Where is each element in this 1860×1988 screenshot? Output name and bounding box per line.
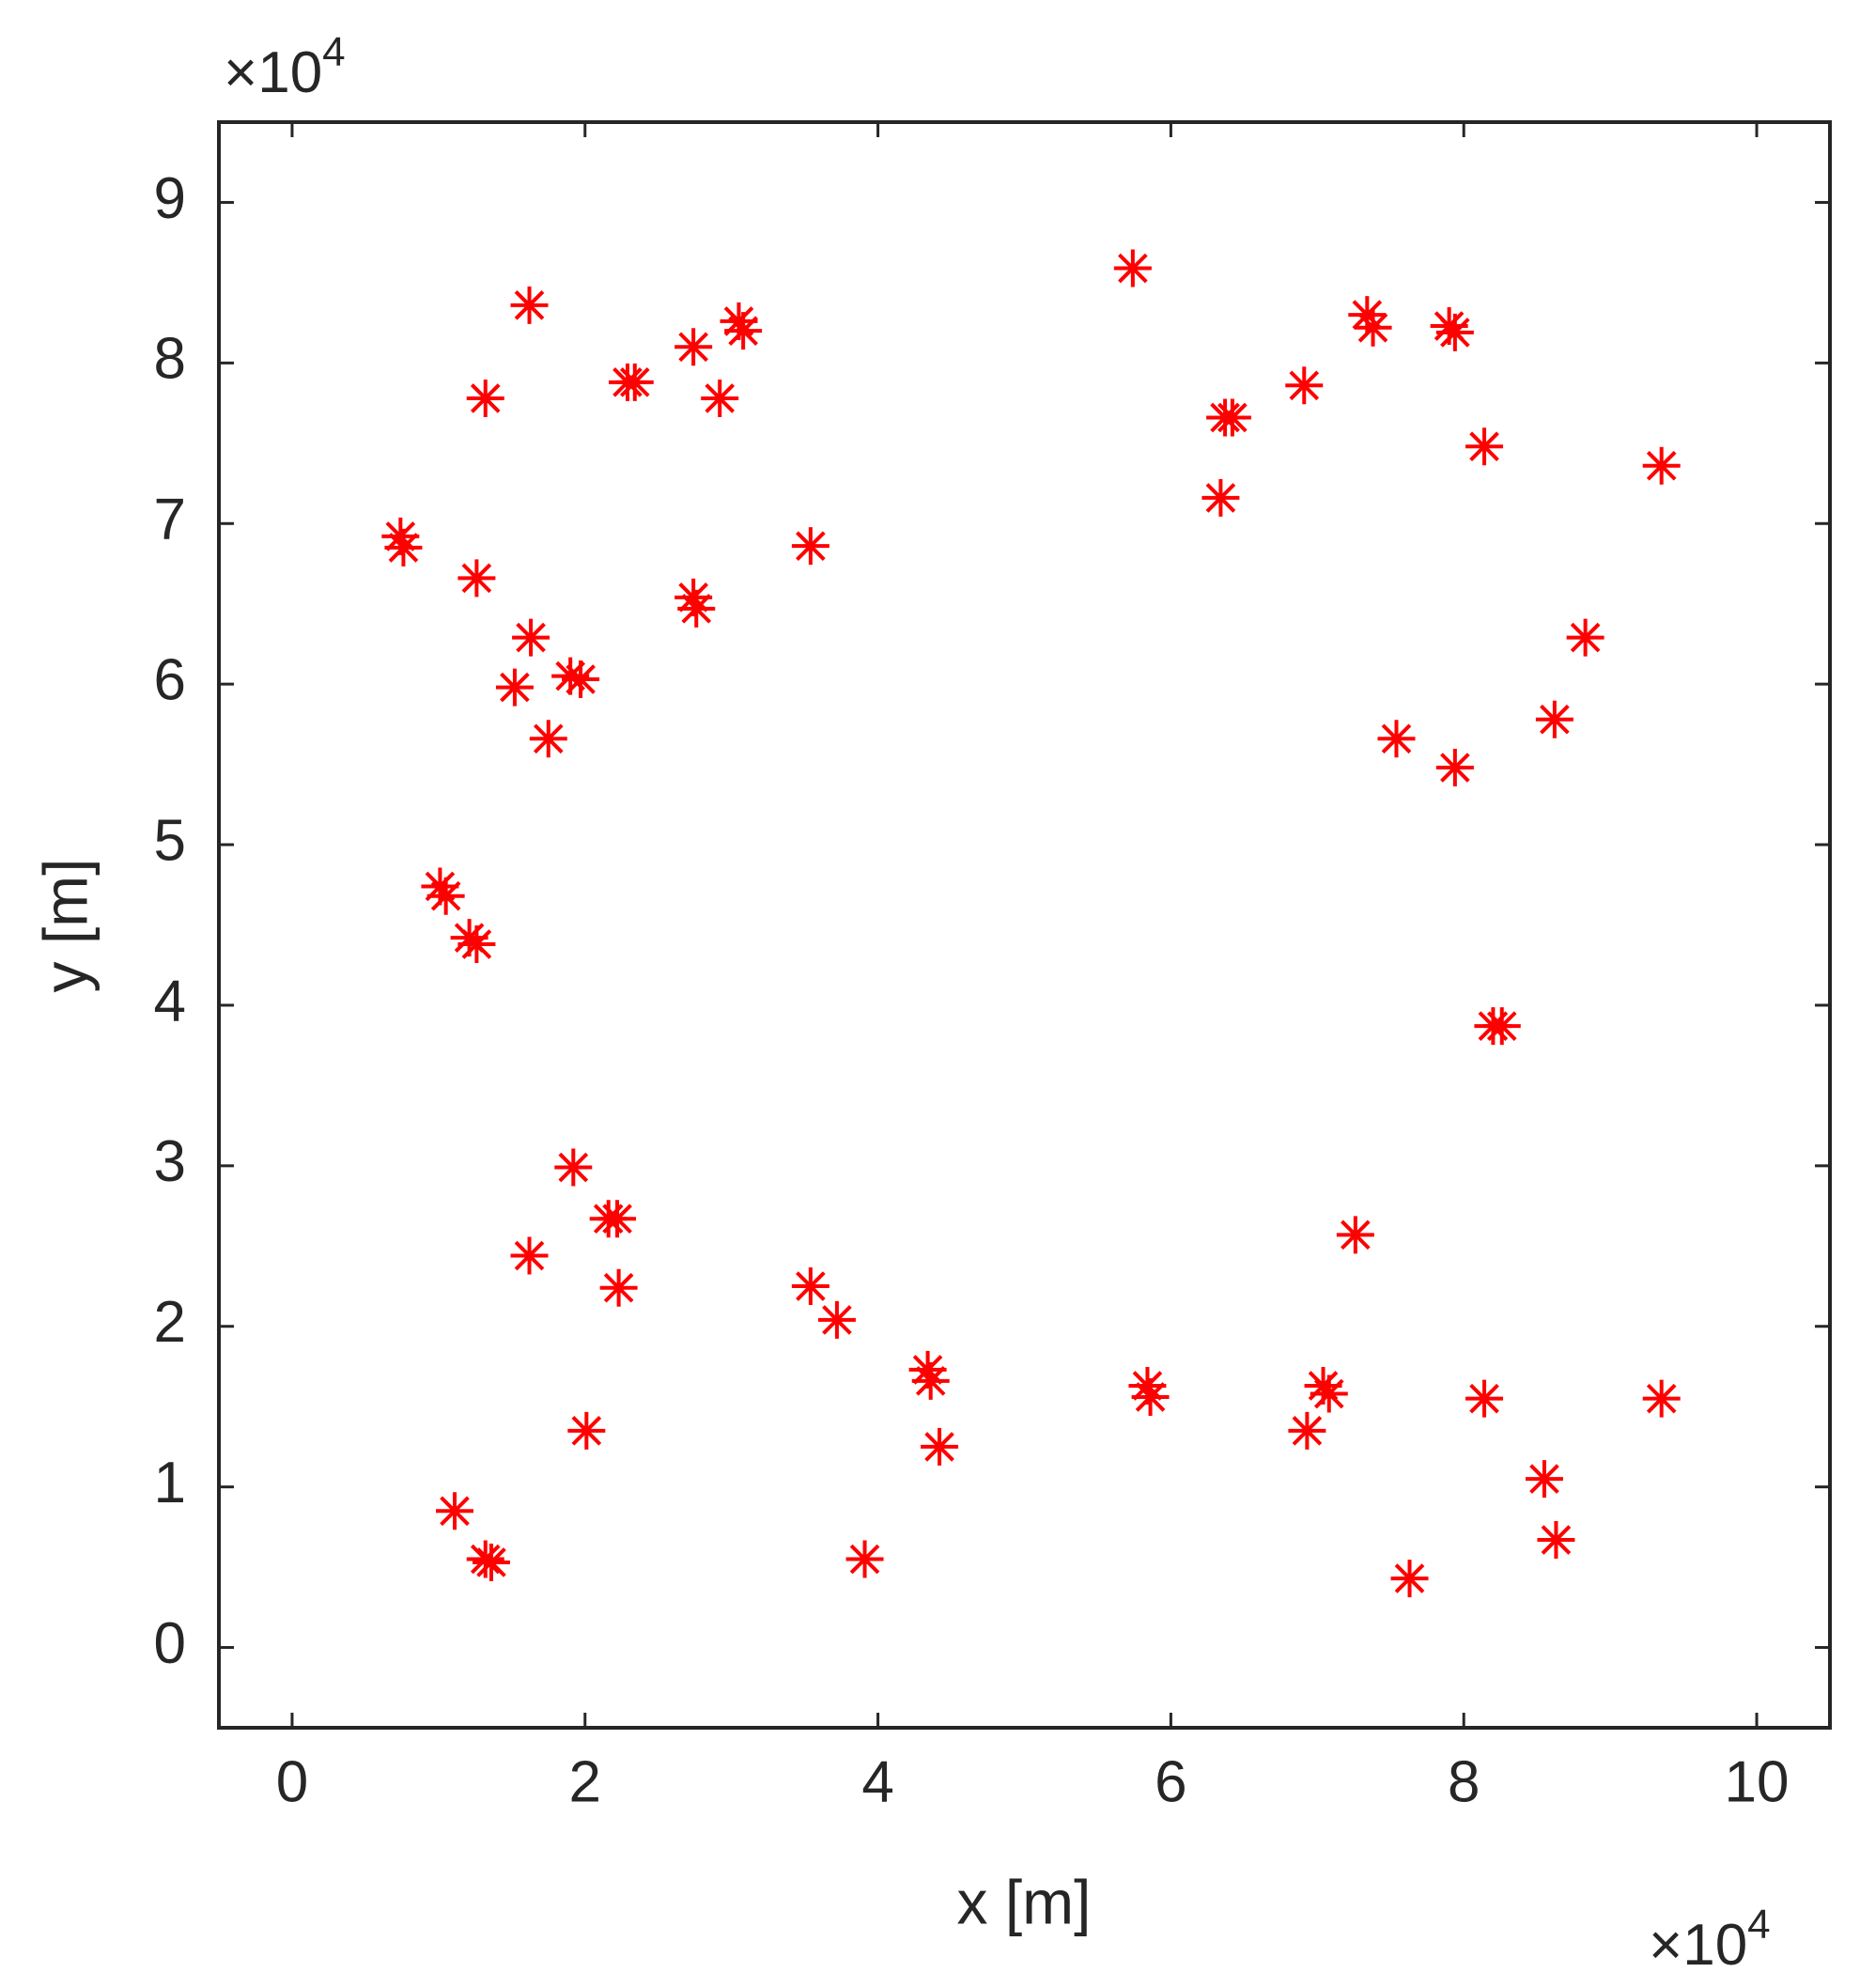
point bbox=[1377, 720, 1416, 758]
point bbox=[674, 578, 713, 616]
point bbox=[1213, 398, 1251, 437]
point bbox=[1113, 249, 1152, 287]
point bbox=[567, 1411, 606, 1450]
x-scale-exponent: 4 bbox=[1747, 1902, 1770, 1948]
point bbox=[1288, 1411, 1326, 1450]
point bbox=[1435, 313, 1474, 351]
point bbox=[381, 517, 420, 555]
point bbox=[1201, 478, 1240, 517]
y-tick-label: 7 bbox=[154, 488, 186, 552]
point bbox=[791, 1267, 829, 1306]
y-tick-label: 2 bbox=[154, 1290, 186, 1355]
point bbox=[720, 302, 758, 340]
y-tick-label: 8 bbox=[154, 327, 186, 392]
x-tick-label: 2 bbox=[569, 1749, 601, 1814]
point bbox=[495, 668, 534, 707]
x-tick-label: 8 bbox=[1448, 1749, 1480, 1814]
point bbox=[701, 379, 739, 417]
y-scale-exponent: 4 bbox=[322, 29, 345, 75]
point bbox=[472, 1543, 510, 1581]
point bbox=[1642, 1379, 1681, 1418]
y-axis-label: y [m] bbox=[30, 859, 100, 993]
x-scale-factor: ×104 bbox=[1649, 1902, 1771, 1979]
y-tick-label: 9 bbox=[154, 166, 186, 231]
point bbox=[1537, 1521, 1575, 1560]
point bbox=[510, 1236, 549, 1275]
point bbox=[554, 1148, 593, 1187]
point bbox=[1336, 1216, 1374, 1254]
point bbox=[529, 720, 567, 758]
point bbox=[1465, 427, 1504, 466]
point bbox=[817, 1300, 856, 1339]
y-tick-label: 4 bbox=[154, 969, 186, 1033]
point bbox=[921, 1427, 959, 1466]
point bbox=[677, 589, 716, 628]
plot-area bbox=[217, 120, 1832, 1730]
point bbox=[1535, 700, 1573, 738]
x-scale-base: ×10 bbox=[1649, 1913, 1747, 1978]
point bbox=[615, 363, 654, 401]
x-tick-label: 4 bbox=[861, 1749, 893, 1814]
point bbox=[724, 312, 763, 350]
point bbox=[562, 660, 600, 699]
point bbox=[457, 925, 496, 964]
point bbox=[674, 328, 713, 366]
point bbox=[1482, 1007, 1521, 1046]
point bbox=[1354, 308, 1392, 347]
y-scale-base: ×10 bbox=[224, 40, 322, 105]
point bbox=[791, 527, 829, 566]
point bbox=[1465, 1379, 1504, 1418]
point bbox=[551, 657, 590, 695]
x-tick-label: 0 bbox=[276, 1749, 308, 1814]
point bbox=[1131, 1377, 1170, 1416]
y-tick-label: 6 bbox=[154, 648, 186, 713]
y-tick-label: 5 bbox=[154, 808, 186, 873]
x-tick-label: 10 bbox=[1725, 1749, 1790, 1814]
point bbox=[911, 1361, 950, 1400]
y-tick-label: 0 bbox=[154, 1611, 186, 1676]
y-tick-label: 1 bbox=[154, 1451, 186, 1515]
point bbox=[1566, 618, 1604, 657]
point bbox=[908, 1350, 947, 1389]
point bbox=[466, 379, 504, 417]
y-tick-label: 3 bbox=[154, 1129, 186, 1194]
point bbox=[510, 286, 549, 324]
point bbox=[384, 528, 423, 567]
point bbox=[421, 867, 459, 906]
point bbox=[1435, 749, 1474, 787]
point bbox=[845, 1540, 884, 1578]
point bbox=[1285, 366, 1324, 405]
point bbox=[436, 1492, 474, 1530]
point bbox=[1348, 296, 1387, 334]
point bbox=[1525, 1460, 1563, 1499]
y-scale-factor: ×104 bbox=[224, 29, 346, 106]
point bbox=[1310, 1375, 1348, 1413]
point bbox=[426, 877, 465, 915]
point bbox=[599, 1268, 638, 1307]
x-tick-label: 6 bbox=[1155, 1749, 1186, 1814]
point bbox=[598, 1200, 637, 1238]
point bbox=[1642, 446, 1681, 485]
point bbox=[512, 618, 550, 657]
x-axis-label: x [m] bbox=[957, 1867, 1092, 1936]
point bbox=[1390, 1560, 1429, 1598]
point bbox=[1128, 1366, 1167, 1405]
point bbox=[457, 559, 496, 598]
